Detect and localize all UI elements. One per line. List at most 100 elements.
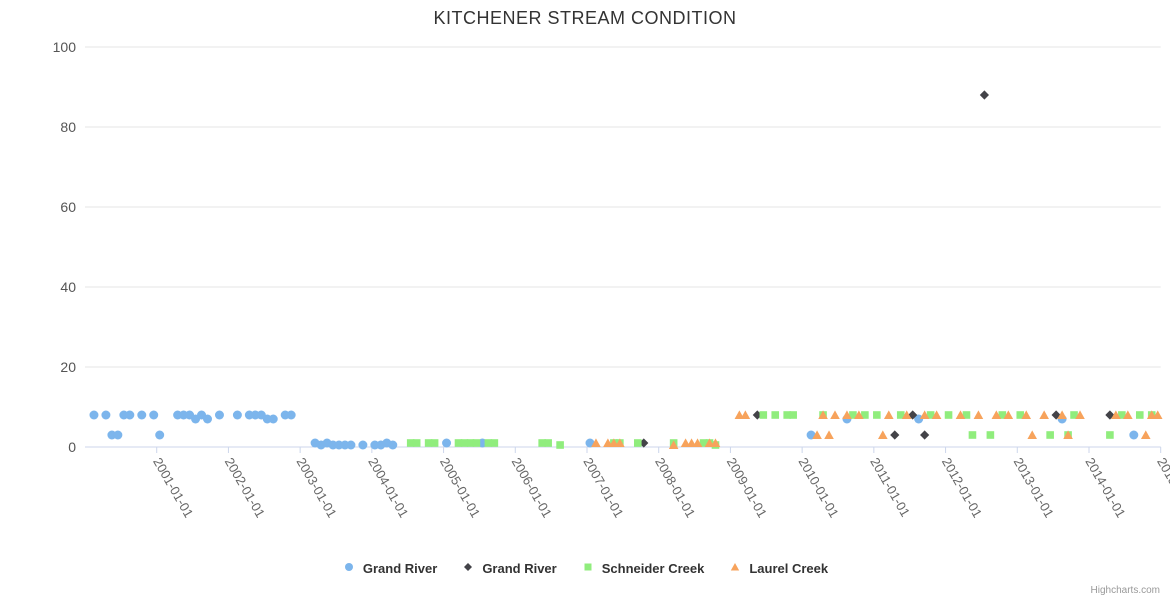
data-point-triangle[interactable]	[901, 410, 912, 419]
data-point-square[interactable]	[873, 411, 881, 419]
data-point-square[interactable]	[1016, 411, 1025, 419]
data-point-square[interactable]	[896, 411, 905, 419]
data-point-diamond[interactable]	[908, 410, 918, 420]
data-point-square[interactable]	[412, 439, 421, 447]
x-axis-label: 2006-01-01	[509, 455, 555, 520]
legend-item-grand-river-circle[interactable]: Grand River	[342, 560, 437, 577]
legend-item-laurel-creek-triangle[interactable]: Laurel Creek	[728, 560, 828, 577]
data-point-triangle[interactable]	[818, 410, 828, 419]
data-point-square[interactable]	[556, 441, 564, 449]
data-point-square[interactable]	[944, 411, 953, 419]
data-point-circle[interactable]	[286, 410, 296, 420]
data-point-diamond[interactable]	[979, 90, 990, 100]
data-point-square[interactable]	[490, 439, 499, 447]
data-point-triangle[interactable]	[883, 410, 894, 419]
data-point-triangle[interactable]	[1021, 410, 1032, 419]
x-axis-label: 2014-01-01	[1082, 455, 1128, 520]
data-point-square[interactable]	[998, 411, 1007, 419]
data-point-triangle[interactable]	[824, 430, 834, 439]
data-point-circle[interactable]	[203, 414, 213, 424]
data-point-circle[interactable]	[442, 438, 452, 448]
data-point-triangle[interactable]	[740, 410, 751, 419]
data-point-square[interactable]	[783, 411, 791, 419]
data-point-triangle[interactable]	[812, 430, 822, 439]
data-point-square[interactable]	[771, 411, 780, 419]
y-axis-label: 60	[60, 199, 76, 215]
data-point-circle[interactable]	[89, 410, 99, 420]
data-point-square[interactable]	[1135, 411, 1144, 419]
data-point-circle[interactable]	[268, 414, 278, 424]
data-point-triangle[interactable]	[1003, 410, 1014, 419]
data-point-triangle[interactable]	[710, 438, 721, 447]
data-point-triangle[interactable]	[692, 438, 703, 447]
data-point-circle[interactable]	[1129, 430, 1139, 440]
data-point-triangle[interactable]	[931, 410, 942, 419]
data-point-triangle[interactable]	[1075, 410, 1085, 419]
data-point-triangle[interactable]	[919, 410, 930, 419]
data-point-square[interactable]	[1046, 431, 1054, 439]
data-point-diamond[interactable]	[920, 430, 930, 440]
data-point-triangle[interactable]	[842, 410, 852, 419]
data-point-square[interactable]	[538, 439, 546, 447]
data-point-triangle[interactable]	[991, 410, 1002, 419]
data-point-triangle[interactable]	[1123, 410, 1133, 419]
data-point-triangle[interactable]	[615, 438, 625, 447]
data-point-triangle[interactable]	[1152, 410, 1163, 419]
data-point-triangle[interactable]	[1063, 430, 1073, 439]
data-point-square[interactable]	[789, 411, 797, 419]
data-point-square[interactable]	[472, 439, 481, 447]
data-point-triangle[interactable]	[668, 440, 679, 449]
data-point-diamond[interactable]	[639, 438, 649, 448]
highcharts-credit-link[interactable]: Highcharts.com	[1090, 585, 1160, 596]
data-point-square[interactable]	[962, 411, 971, 419]
data-point-square[interactable]	[633, 439, 642, 447]
data-point-triangle[interactable]	[591, 438, 601, 447]
data-point-circle[interactable]	[914, 414, 924, 424]
data-point-square[interactable]	[861, 411, 869, 419]
data-point-triangle[interactable]	[1027, 430, 1038, 439]
data-point-circle[interactable]	[137, 410, 147, 420]
data-point-circle[interactable]	[125, 410, 135, 420]
x-axis-label: 2011-01-01	[867, 455, 913, 519]
data-point-triangle[interactable]	[1039, 410, 1049, 419]
data-point-square[interactable]	[759, 411, 768, 419]
data-point-circle[interactable]	[214, 410, 224, 420]
data-point-square[interactable]	[484, 439, 493, 447]
data-point-circle[interactable]	[155, 430, 165, 440]
legend-item-grand-river-diamond[interactable]: Grand River	[461, 560, 557, 577]
data-point-square[interactable]	[986, 431, 995, 439]
data-point-circle[interactable]	[113, 430, 123, 440]
data-point-triangle[interactable]	[1140, 430, 1151, 439]
data-point-circle[interactable]	[388, 440, 398, 450]
data-point-square[interactable]	[926, 411, 935, 419]
data-point-square[interactable]	[968, 431, 977, 439]
data-point-square[interactable]	[454, 439, 463, 447]
data-point-square[interactable]	[406, 439, 415, 447]
data-point-triangle[interactable]	[1111, 410, 1121, 419]
data-point-square[interactable]	[1070, 411, 1078, 419]
data-point-square[interactable]	[424, 439, 433, 447]
data-point-square[interactable]	[544, 439, 552, 447]
data-point-triangle[interactable]	[955, 410, 966, 419]
data-point-square[interactable]	[460, 439, 469, 447]
data-point-square[interactable]	[699, 439, 708, 447]
data-point-square[interactable]	[466, 439, 475, 447]
data-point-square[interactable]	[1106, 431, 1114, 439]
data-point-square[interactable]	[1118, 411, 1126, 419]
data-point-triangle[interactable]	[830, 410, 840, 419]
data-point-square[interactable]	[430, 439, 439, 447]
data-point-square[interactable]	[849, 411, 857, 419]
data-point-diamond[interactable]	[890, 430, 900, 440]
data-point-circle[interactable]	[101, 410, 111, 420]
data-point-triangle[interactable]	[854, 410, 864, 419]
data-point-triangle[interactable]	[878, 430, 888, 439]
legend-item-schneider-creek-square[interactable]: Schneider Creek	[581, 560, 704, 577]
data-point-circle[interactable]	[232, 410, 242, 420]
data-point-triangle[interactable]	[1057, 410, 1067, 419]
x-axis-label: 2015-01-01	[1154, 455, 1170, 520]
data-point-triangle[interactable]	[973, 410, 984, 419]
data-point-circle[interactable]	[358, 440, 368, 450]
data-point-diamond[interactable]	[1105, 410, 1115, 420]
data-point-circle[interactable]	[149, 410, 159, 420]
data-point-circle[interactable]	[346, 440, 356, 450]
